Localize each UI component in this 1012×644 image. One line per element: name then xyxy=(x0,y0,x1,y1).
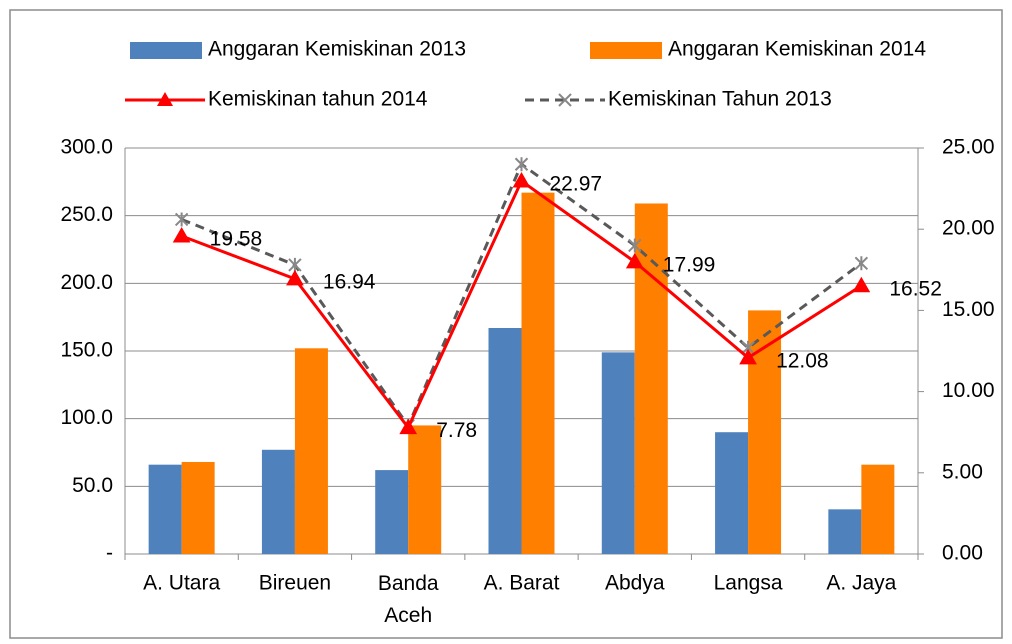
marker xyxy=(288,257,302,272)
y-tick-label: 200.0 xyxy=(60,271,113,294)
legend-marker xyxy=(157,92,173,106)
bar xyxy=(294,348,328,554)
data-label: 12.08 xyxy=(776,349,829,372)
bar xyxy=(861,464,895,554)
legend-label: Kemiskinan tahun 2014 xyxy=(208,88,428,111)
y2-tick-label: 15.00 xyxy=(942,298,995,321)
legend-label: Kemiskinan Tahun 2013 xyxy=(608,88,832,111)
bar xyxy=(748,310,782,554)
bar xyxy=(375,470,409,554)
bar xyxy=(828,509,862,554)
legend-swatch xyxy=(590,42,662,59)
marker xyxy=(286,269,304,286)
bar xyxy=(181,461,215,554)
x-tick-label: A. Utara xyxy=(143,572,220,595)
legend-label: Anggaran Kemiskinan 2014 xyxy=(668,38,926,61)
data-label: 16.52 xyxy=(889,277,942,300)
bar xyxy=(601,352,635,554)
x-tick-label: Bireuen xyxy=(259,572,331,595)
legend-marker xyxy=(558,93,572,107)
y-tick-label: - xyxy=(106,542,113,565)
bar xyxy=(715,432,749,554)
data-label: 7.78 xyxy=(436,419,477,442)
x-tick-label: A. Jaya xyxy=(826,572,896,595)
y-tick-label: 300.0 xyxy=(60,136,113,159)
legend-swatch xyxy=(130,42,202,59)
bar xyxy=(148,464,182,554)
data-label: 17.99 xyxy=(663,253,716,276)
y2-tick-label: 20.00 xyxy=(942,217,995,240)
marker xyxy=(628,238,642,253)
marker xyxy=(172,227,191,243)
data-label: 19.58 xyxy=(210,228,263,251)
marker xyxy=(514,157,529,172)
y-tick-label: 50.0 xyxy=(72,474,113,497)
y-tick-label: 150.0 xyxy=(60,339,113,362)
marker xyxy=(854,256,869,271)
legend-label: Anggaran Kemiskinan 2013 xyxy=(208,38,466,61)
x-tick-label: Abdya xyxy=(605,572,665,595)
marker xyxy=(399,418,418,435)
marker xyxy=(852,276,871,293)
data-label: 16.94 xyxy=(323,270,376,293)
y-tick-label: 100.0 xyxy=(60,406,113,429)
y2-tick-label: 5.00 xyxy=(942,460,983,483)
marker xyxy=(625,252,644,269)
bar xyxy=(488,327,522,554)
x-tick-label: Langsa xyxy=(714,572,783,595)
x-tick-label: A. Barat xyxy=(484,572,560,595)
marker xyxy=(512,171,531,188)
bar xyxy=(521,192,555,554)
bar xyxy=(408,425,442,554)
y2-tick-label: 0.00 xyxy=(942,542,983,565)
y2-tick-label: 25.00 xyxy=(942,136,995,159)
y-tick-label: 250.0 xyxy=(60,203,113,226)
bar xyxy=(261,449,295,554)
marker xyxy=(174,212,189,227)
x-tick-label: Banda Aceh xyxy=(378,572,439,627)
marker xyxy=(739,348,757,365)
data-label: 22.97 xyxy=(550,173,603,196)
y2-tick-label: 10.00 xyxy=(942,379,995,402)
